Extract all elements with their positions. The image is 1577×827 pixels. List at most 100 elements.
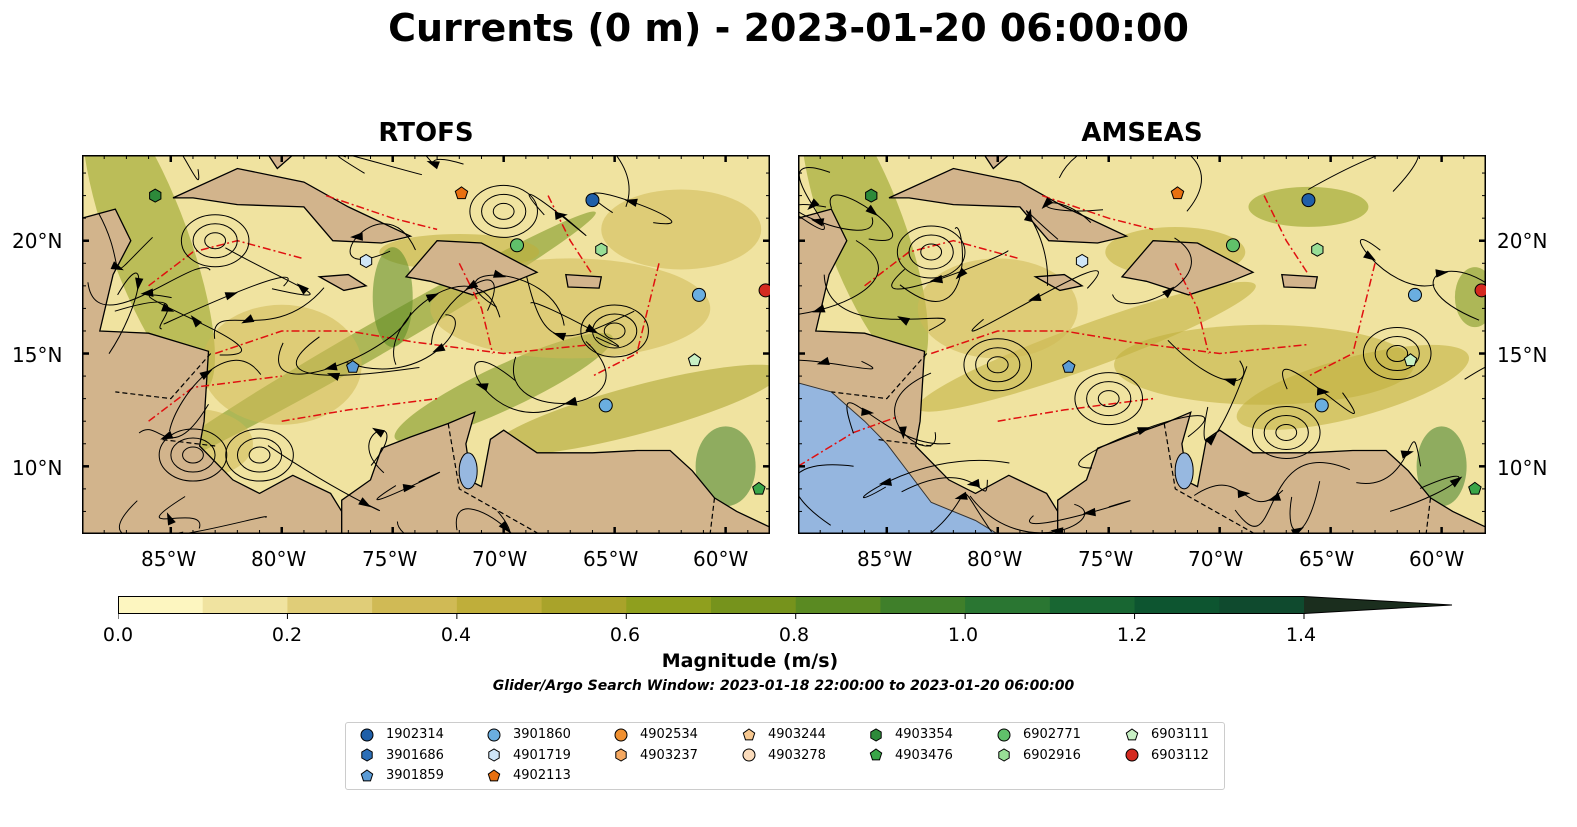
current-map-amseas — [798, 155, 1486, 534]
lon-tick-label: 75°W — [1078, 547, 1134, 571]
legend-label: 4903476 — [895, 747, 953, 763]
legend-item-6902771: 6902771 — [997, 727, 1081, 742]
map-amseas[interactable] — [798, 155, 1486, 534]
hexagon-marker-icon — [615, 748, 627, 762]
legend-item-4903237: 4903237 — [614, 748, 698, 763]
colorbar-segment — [1049, 596, 1136, 614]
legend-marker[interactable] — [742, 748, 756, 762]
legend-marker[interactable] — [742, 727, 756, 740]
circle-marker-icon — [487, 728, 501, 741]
float-marker-6902771[interactable] — [1225, 238, 1240, 253]
legend-item-4903354: 4903354 — [869, 727, 953, 742]
float-marker-3901859[interactable] — [346, 359, 360, 373]
float-marker-3901859[interactable] — [1062, 359, 1076, 373]
legend-label: 6903112 — [1151, 747, 1209, 763]
legend-marker[interactable] — [997, 728, 1011, 741]
legend-item-4903244: 4903244 — [742, 727, 826, 742]
legend-item-4902534: 4902534 — [614, 727, 698, 742]
land-mass — [1057, 411, 1486, 534]
legend-item-4901719: 4901719 — [487, 748, 571, 763]
float-marker-1902314[interactable] — [1301, 193, 1316, 208]
lat-tick-label: 15°N — [12, 343, 63, 367]
legend-marker[interactable] — [488, 748, 500, 762]
legend-marker[interactable] — [1125, 727, 1139, 740]
legend-marker[interactable] — [870, 727, 882, 742]
land-mass — [341, 411, 770, 534]
colorbar-segment — [1219, 596, 1305, 614]
legend-marker[interactable] — [361, 748, 373, 762]
legend-marker[interactable] — [615, 748, 627, 762]
float-marker-4901719[interactable] — [1075, 253, 1089, 269]
legend-item-3901860: 3901860 — [487, 727, 571, 742]
colorbar-segment — [711, 596, 797, 614]
legend-label: 3901686 — [386, 747, 444, 763]
colorbar-tick: 1.4 — [1285, 624, 1317, 646]
float-marker-6902771[interactable] — [509, 238, 524, 253]
pentagon-marker-icon — [869, 748, 883, 761]
colorbar-label: Magnitude (m/s) — [661, 650, 839, 672]
colorbar-segment — [965, 596, 1051, 614]
float-marker-4903354[interactable] — [865, 188, 878, 203]
float-marker-6903111[interactable] — [687, 353, 702, 367]
legend-label: 3901859 — [386, 768, 444, 783]
float-marker-3901860[interactable] — [1407, 287, 1422, 302]
hexagon-marker-icon — [870, 727, 882, 742]
circle-marker-icon — [997, 728, 1011, 741]
colorbar-segment — [372, 596, 458, 614]
lat-tick-label: 15°N — [1497, 343, 1548, 367]
lat-tick-label: 10°N — [12, 456, 63, 480]
lat-tick-label: 20°N — [1497, 229, 1548, 253]
colorbar — [117, 596, 1458, 624]
legend-label: 6903111 — [1151, 727, 1209, 742]
float-marker-6903111[interactable] — [1403, 353, 1418, 367]
float-marker-6902916[interactable] — [1311, 242, 1324, 257]
colorbar-segment — [118, 596, 204, 614]
colorbar-tick: 1.2 — [1116, 624, 1148, 646]
float-marker-6902916[interactable] — [595, 242, 608, 257]
circle-marker-icon — [360, 728, 374, 741]
float-marker-3901860[interactable] — [1314, 398, 1329, 413]
legend-marker[interactable] — [360, 768, 374, 781]
legend-marker[interactable] — [1125, 748, 1139, 762]
legend-item-3901859: 3901859 — [360, 768, 444, 783]
lon-tick-label: 75°W — [362, 547, 418, 571]
circle-marker-icon — [742, 748, 756, 762]
colorbar-segment — [795, 596, 881, 614]
legend-marker[interactable] — [360, 728, 374, 741]
search-window-text: Glider/Argo Search Window: 2023-01-18 22… — [492, 678, 1075, 694]
legend-label: 6902916 — [1023, 747, 1081, 763]
float-marker-4903354[interactable] — [149, 188, 162, 203]
float-marker-1902314[interactable] — [585, 193, 600, 208]
legend-marker[interactable] — [869, 748, 883, 761]
legend-marker[interactable] — [614, 728, 628, 741]
colorbar-segment — [1134, 596, 1220, 614]
colorbar-tick: 0.2 — [271, 624, 303, 646]
legend-item-6903112: 6903112 — [1125, 748, 1209, 763]
float-marker-4901719[interactable] — [359, 253, 373, 269]
streamlines — [798, 155, 1486, 534]
float-marker-6903112[interactable] — [758, 283, 770, 298]
land-mass — [565, 273, 603, 289]
hexagon-marker-icon — [361, 748, 373, 762]
legend-marker[interactable] — [998, 748, 1010, 762]
float-marker-3901860[interactable] — [691, 287, 706, 302]
lon-tick-label: 80°W — [967, 547, 1023, 571]
legend-item-3901686: 3901686 — [360, 748, 444, 763]
land-mass — [1120, 240, 1255, 296]
legend-marker[interactable] — [487, 768, 501, 781]
legend-label: 4902534 — [640, 727, 698, 742]
float-marker-4902113[interactable] — [454, 186, 469, 200]
float-marker-3901860[interactable] — [598, 398, 613, 413]
colorbar-segment — [287, 596, 373, 614]
float-marker-4903476[interactable] — [1468, 481, 1482, 495]
hexagon-marker-icon — [998, 748, 1010, 762]
map-rtofs[interactable] — [82, 155, 770, 534]
legend-item-4903278: 4903278 — [742, 748, 826, 763]
float-marker-6903112[interactable] — [1474, 283, 1486, 298]
colorbar-gradient — [117, 596, 1453, 619]
float-marker-4903476[interactable] — [752, 481, 766, 495]
float-marker-4902113[interactable] — [1170, 186, 1185, 200]
land-mass — [317, 273, 368, 292]
land-mass — [888, 167, 1129, 244]
legend-marker[interactable] — [487, 728, 501, 741]
